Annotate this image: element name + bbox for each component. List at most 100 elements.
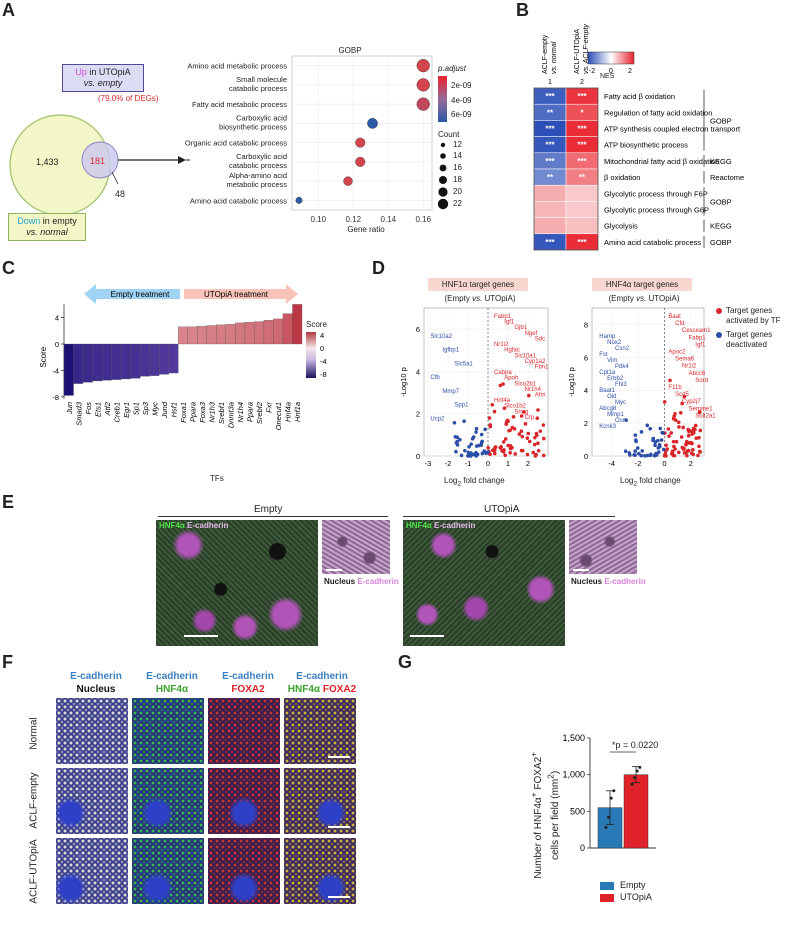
heatmap-group-label: GOBP	[710, 197, 732, 206]
venn-left-count: 1,433	[36, 157, 59, 167]
dotplot-point	[416, 97, 430, 111]
heatmap-cell-stars: ***	[577, 125, 587, 134]
f-col2-header: E-cadherin HNF4α	[146, 671, 198, 695]
volcano-point-up	[488, 423, 493, 427]
dotplot-point	[343, 176, 353, 186]
heatmap-row-label: Mitochondrial fatty acid β oxidation	[604, 157, 719, 166]
heatmap-group-label: KEGG	[710, 222, 732, 231]
volcano-point-down	[474, 430, 478, 434]
tf-category-label: Fxr	[265, 402, 274, 413]
volcano-gene-label-up: Nr1i2	[494, 342, 509, 348]
arrow-empty-treatment	[84, 284, 180, 304]
volcano-gene-label-down: Cfb	[430, 375, 440, 381]
venn-pct: (79.0% of DEGs)	[98, 94, 159, 103]
volcano-ytick: 4	[584, 386, 588, 395]
volcano-point-down	[466, 453, 470, 458]
volcano-point-down	[483, 427, 487, 432]
heatmap-row-label: ATP biosynthetic process	[604, 141, 688, 150]
volcano-point-up	[527, 439, 532, 444]
tf-category-label: Smad3	[74, 401, 83, 426]
tf-legend-tick: 0	[320, 344, 324, 353]
f-image-aclf-utopia-foxa2	[208, 838, 280, 904]
volcano-point-up	[681, 425, 685, 430]
volcano-gene-label-up: Fabp1	[494, 314, 512, 320]
volcano-gene-label-down: Gld	[607, 394, 616, 400]
venn-down-box: Down in empty vs. normal	[8, 213, 86, 241]
volcano-xtick: -2	[445, 459, 452, 468]
g-data-point	[635, 769, 639, 773]
volcano-point-down	[661, 447, 666, 452]
volcano-gene-label-up: Sult2a1	[695, 413, 716, 419]
dotplot-xtick: 0.12	[345, 215, 361, 224]
heatmap-cell-stars: ***	[577, 157, 587, 166]
volcano-point-down	[462, 419, 466, 423]
volcano-point-down	[454, 449, 458, 454]
volcano-gene-label-down: Abcg8	[599, 406, 617, 412]
tf-ylabel: Score	[39, 346, 48, 367]
volcano-point-down	[467, 445, 471, 449]
volcano-point-down	[474, 426, 479, 431]
volcano-point-up	[508, 450, 512, 455]
hnf4-subtitle: (Empty vs. UTOpiA)	[608, 294, 680, 303]
f-image-aclf-empty-nucleus	[56, 768, 128, 834]
volcano-point-up	[526, 431, 531, 436]
volcano-gene-label-down: Ucp2	[430, 416, 445, 422]
volcano-point-up	[506, 443, 510, 448]
volcano-point-up	[520, 448, 525, 453]
tf-ytick-label: 0	[55, 340, 59, 349]
f-col3-header: E-cadherin FOXA2	[222, 671, 274, 695]
volcano-gene-label-down: Hamp	[599, 334, 616, 340]
volcano-gene-label-up: Sema6	[675, 357, 695, 363]
volcano-gene-label-up: Igf1	[504, 320, 515, 326]
volcano-point-up	[698, 450, 703, 454]
g-data-point	[612, 789, 616, 793]
panel-label-a: A	[2, 0, 15, 20]
heatmap-column-index: 1	[548, 79, 552, 86]
volcano-point-down	[482, 449, 487, 453]
volcano-gene-label-up: Abcc6	[689, 371, 706, 377]
tf-category-label: Srebf1	[217, 402, 226, 424]
volcano-point-up	[498, 383, 503, 388]
volcano-point-up	[502, 406, 507, 411]
g-ytick-label: 1,500	[562, 733, 585, 743]
tf-category-label: Foxa3	[198, 401, 207, 423]
heatmap-column-header-line2: vs. normal	[551, 41, 558, 74]
volcano-point-down	[659, 438, 664, 442]
tf-category-label: Hnf4a	[284, 402, 293, 422]
volcano-point-up	[525, 436, 530, 440]
f-scalebar	[328, 896, 350, 898]
volcano-point-down	[624, 418, 628, 422]
volcano-point-up	[682, 394, 687, 399]
panel-label-f: F	[2, 652, 13, 672]
volcano-point-up	[538, 429, 543, 433]
venn-up-sub: vs. empty	[83, 78, 123, 88]
volcano-gene-label-up: Slco2b1	[514, 381, 536, 387]
venn-right-count: 48	[115, 189, 126, 199]
volcano-point-up	[541, 453, 546, 458]
volcano-point-up	[669, 431, 674, 435]
volcano-point-up	[535, 416, 540, 420]
volcano-gene-label-down: Cpt1a	[599, 370, 616, 376]
tf-category-label: Jun	[65, 402, 74, 415]
padj-tick-3: 6e-09	[451, 110, 472, 119]
tf-bar	[168, 343, 179, 374]
e-empty-overview-image	[156, 520, 318, 646]
volcano-point-down	[480, 451, 485, 456]
count-legend-14: 14	[453, 151, 462, 160]
volcano-point-up	[673, 418, 678, 422]
tf-category-label: Ppara	[246, 402, 255, 422]
volcano-point-up	[687, 428, 692, 433]
volcano-point-up	[492, 447, 497, 451]
volcano-point-up	[504, 422, 508, 426]
legend-down-label: Target genes deactivated	[726, 330, 773, 349]
volcano-xtick: -1	[465, 459, 472, 468]
volcano-point-up	[501, 382, 505, 386]
hnf1-title-box: HNF1α target genes	[428, 278, 528, 291]
volcano-point-up	[487, 416, 492, 420]
dotplot-point	[355, 137, 366, 148]
f-image-aclf-empty-foxa2	[208, 768, 280, 834]
volcano-gene-label-up: Cyp1a2	[525, 359, 546, 365]
volcano-point-down	[632, 453, 636, 457]
dotplot-point	[367, 118, 378, 129]
